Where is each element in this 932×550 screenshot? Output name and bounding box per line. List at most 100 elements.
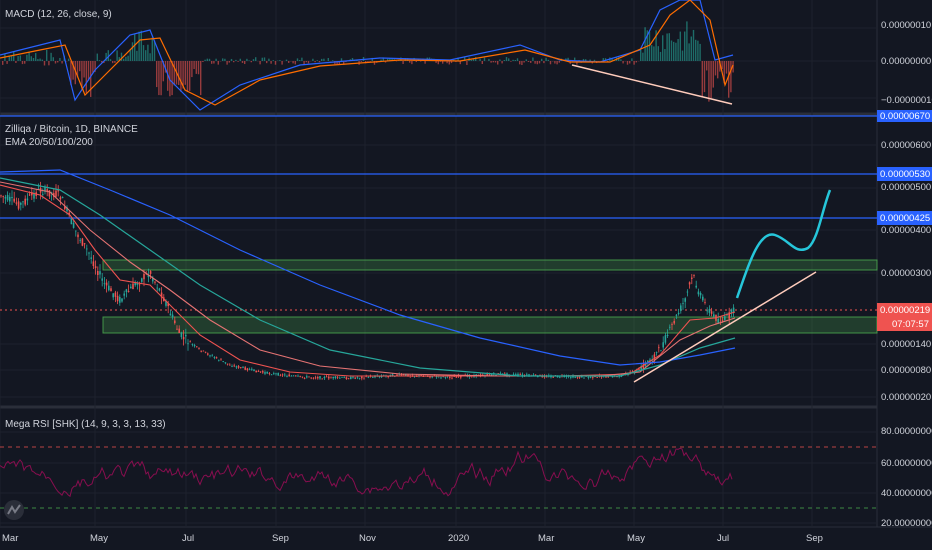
- candle-body: [578, 375, 581, 378]
- candle-body: [167, 303, 169, 307]
- candle-body: [33, 192, 35, 199]
- macd-histogram-bar: [536, 61, 538, 65]
- candle-body: [277, 373, 279, 376]
- candle-body: [79, 239, 81, 241]
- macd-histogram-bar: [391, 57, 393, 61]
- macd-histogram-bar: [699, 43, 701, 61]
- candle-body: [534, 374, 537, 376]
- macd-histogram-bar: [281, 61, 283, 65]
- candle-body: [178, 328, 180, 334]
- macd-histogram-bar: [87, 61, 90, 81]
- macd-histogram-bar: [679, 31, 681, 61]
- candle-body: [251, 368, 253, 370]
- macd-histogram-bar: [279, 60, 281, 61]
- macd-histogram-bar: [160, 61, 162, 96]
- macd-histogram-bar: [521, 61, 523, 65]
- candle-body: [334, 376, 337, 379]
- macd-histogram-bar: [712, 61, 714, 88]
- tradingview-logo[interactable]: [4, 500, 24, 520]
- candle-body: [257, 370, 260, 372]
- candle-body: [374, 376, 376, 378]
- macd-histogram-bar: [633, 61, 635, 65]
- rsi-tick: 20.00000000: [881, 518, 932, 529]
- macd-histogram-bar: [142, 45, 145, 61]
- candle-body: [123, 293, 125, 296]
- candle-body: [706, 310, 708, 312]
- price-tick: 0.00000300: [881, 268, 931, 279]
- macd-histogram-bar: [554, 61, 556, 64]
- macd-histogram-bar: [244, 61, 246, 65]
- candle-body: [182, 337, 185, 340]
- macd-histogram-bar: [17, 56, 19, 61]
- macd-histogram-bar: [118, 57, 120, 61]
- macd-histogram-bar: [193, 61, 195, 70]
- macd-histogram-bar: [261, 57, 263, 61]
- macd-histogram-bar: [30, 56, 32, 61]
- candle-body: [570, 377, 572, 378]
- candle-body: [86, 248, 88, 250]
- projection-path: [735, 189, 832, 299]
- macd-histogram-bar: [178, 61, 180, 85]
- candle-body: [290, 375, 293, 377]
- macd-histogram-bar: [499, 59, 501, 61]
- price-axis[interactable]: [877, 0, 932, 527]
- macd-histogram-bar: [710, 61, 712, 99]
- macd-histogram-bar: [626, 61, 629, 65]
- candle-body: [728, 312, 730, 319]
- macd-histogram-bar: [549, 61, 552, 65]
- candle-body: [671, 324, 673, 325]
- macd-line: [0, 0, 734, 111]
- candle-body: [125, 289, 128, 293]
- candle-body: [664, 335, 667, 343]
- macd-histogram-bar: [151, 37, 153, 61]
- macd-histogram-bar: [134, 34, 136, 61]
- macd-histogram-bar: [356, 60, 358, 61]
- macd-histogram-bar: [387, 58, 389, 61]
- candle-body: [347, 378, 350, 380]
- macd-histogram-bar: [21, 61, 24, 65]
- macd-histogram-bar: [717, 61, 719, 79]
- macd-histogram-bar: [103, 61, 105, 63]
- macd-histogram-bar: [439, 61, 442, 62]
- candle-body: [330, 377, 332, 379]
- macd-histogram-bar: [213, 61, 215, 64]
- macd-histogram-bar: [602, 58, 604, 61]
- candle-body: [105, 282, 108, 286]
- candle-body: [46, 189, 48, 191]
- candle-body: [11, 196, 13, 199]
- price-tick: 0.00000020: [881, 392, 931, 403]
- candle-body: [611, 376, 614, 378]
- macd-histogram-bar: [545, 57, 547, 61]
- macd-histogram-bar: [180, 61, 182, 92]
- candle-body: [9, 196, 11, 202]
- tag-top-text: 0.00000670: [880, 111, 930, 122]
- macd-histogram-bar: [629, 61, 631, 64]
- macd-histogram-bar: [318, 61, 321, 63]
- candle-body: [576, 376, 579, 378]
- candle-body: [675, 314, 678, 316]
- macd-histogram-bar: [305, 61, 307, 63]
- price-tick: 0.00000140: [881, 339, 931, 350]
- macd-histogram-bar: [136, 50, 138, 61]
- candle-body: [581, 376, 583, 378]
- macd-histogram-bar: [642, 52, 644, 61]
- macd-histogram-bar: [618, 57, 620, 61]
- macd-histogram-bar: [732, 61, 734, 73]
- candle-body: [616, 376, 618, 378]
- macd-histogram-bar: [516, 58, 519, 61]
- candle-body: [235, 366, 238, 368]
- candle-body: [116, 295, 119, 302]
- macd-histogram-bar: [475, 57, 477, 61]
- tag-last-price-text: 0.00000219: [880, 305, 930, 316]
- macd-histogram-bar: [208, 58, 211, 61]
- macd-histogram-bar: [153, 40, 156, 61]
- macd-histogram-bar: [72, 61, 74, 80]
- macd-histogram-bar: [215, 58, 217, 61]
- macd-histogram-bar: [217, 61, 219, 65]
- macd-histogram-bar: [684, 31, 686, 61]
- macd-histogram-bar: [296, 58, 299, 61]
- candle-body: [22, 201, 24, 203]
- candle-body: [75, 230, 77, 232]
- candle-body: [77, 234, 79, 238]
